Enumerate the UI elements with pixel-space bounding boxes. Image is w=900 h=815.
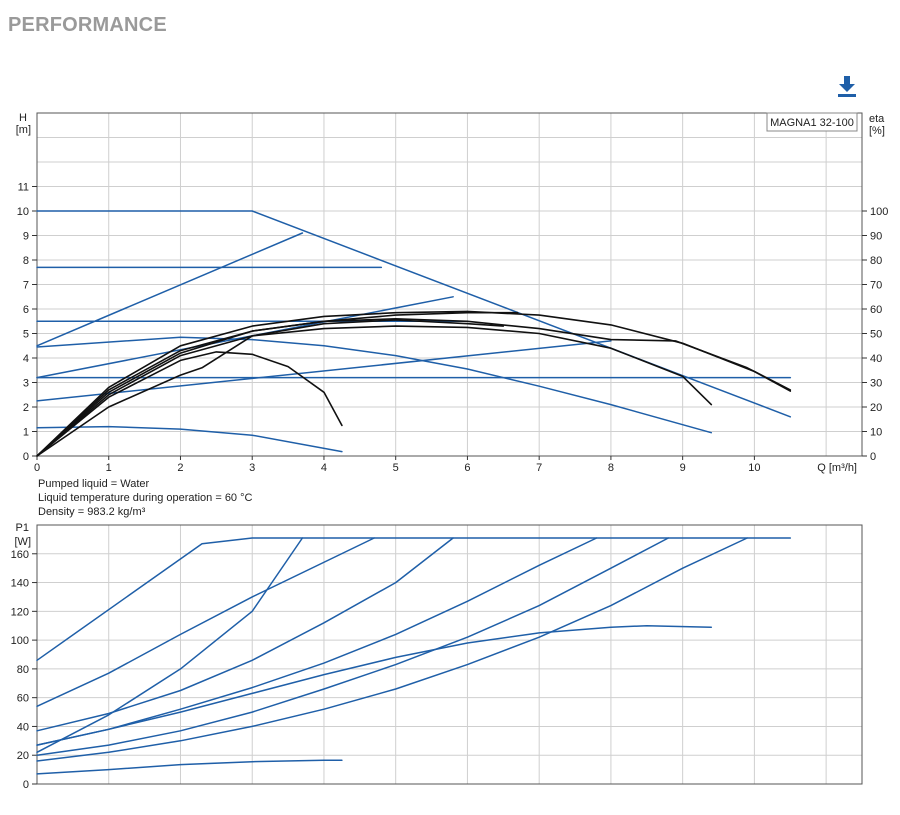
download-icon: [838, 76, 856, 97]
p1-tick-label: 0: [23, 779, 29, 791]
p1-tick-label: 120: [11, 606, 29, 618]
power-curve-line: [36, 624, 713, 746]
curve-line: [36, 319, 505, 457]
p1-axis-unit: [W]: [15, 536, 32, 548]
curve-line: [36, 340, 612, 402]
power-chart-grid: [36, 524, 862, 785]
y-left-tick-label: 3: [23, 378, 29, 390]
power-curve-line: [36, 759, 343, 775]
x-tick-label: 2: [177, 462, 183, 474]
y-right-tick-label: 50: [870, 329, 882, 341]
head-chart-grid: [36, 112, 862, 457]
liquid-info: Pumped liquid = Water Liquid temperature…: [38, 477, 252, 519]
p1-axis-label: P1: [16, 522, 29, 534]
curve-line: [36, 232, 304, 347]
power-curve-line: [36, 537, 792, 662]
download-button[interactable]: [836, 74, 858, 100]
curve-line: [36, 351, 343, 457]
x-tick-label: 7: [536, 462, 542, 474]
x-tick-label: 1: [106, 462, 112, 474]
p1-tick-label: 100: [11, 635, 29, 647]
p1-tick-label: 80: [17, 664, 29, 676]
y-left-tick-label: 2: [23, 402, 29, 414]
pumped-liquid-text: Pumped liquid = Water: [38, 478, 150, 490]
y-left-tick-label: 9: [23, 231, 29, 243]
x-tick-label: 9: [680, 462, 686, 474]
y-left-tick-label: 11: [18, 182, 29, 194]
p1-tick-label: 160: [11, 549, 29, 561]
y-right-tick-label: 90: [870, 231, 882, 243]
y-right-tick-label: 80: [870, 255, 882, 267]
y-right-tick-label: 10: [870, 427, 882, 439]
power-plot-frame: [36, 524, 863, 785]
power-curve-line: [36, 537, 454, 732]
power-curve-line: [36, 537, 598, 746]
y-right-tick-label: 40: [870, 353, 882, 365]
head-efficiency-chart: 0 1 2 3 4 5 6 7 8 9 100123456789101101020304050607…: [16, 112, 889, 474]
power-curve-line: [36, 537, 375, 708]
model-label-box: [766, 112, 858, 132]
power-curve-line: [36, 537, 748, 762]
y-right-tick-label: 100: [870, 206, 888, 218]
x-tick-label: 6: [464, 462, 470, 474]
x-axis-label: Q [m³/h]: [817, 462, 857, 474]
x-tick-label: 8: [608, 462, 614, 474]
y-right-tick-label: 60: [870, 304, 882, 316]
x-tick-label: 0: [34, 462, 40, 474]
x-tick-label: 10: [748, 462, 760, 474]
y-left-tick-label: 10: [17, 206, 29, 218]
y-right-tick-label: 30: [870, 378, 882, 390]
y-left-tick-label: 7: [23, 280, 29, 292]
p1-tick-label: 140: [11, 578, 29, 590]
x-tick-label: 5: [393, 462, 399, 474]
y-right-tick-label: 20: [870, 402, 882, 414]
power-curve-line: [36, 537, 304, 754]
y-left-axis-unit: [m]: [16, 124, 31, 136]
curve-line: [36, 325, 713, 457]
model-label: MAGNA1 32-100: [770, 117, 854, 129]
curve-line: [36, 425, 343, 453]
p1-tick-label: 40: [17, 721, 29, 733]
curve-line: [36, 336, 713, 434]
y-left-tick-label: 5: [23, 329, 29, 341]
density-text: Density = 983.2 kg/m³: [38, 506, 146, 518]
y-right-tick-label: 0: [870, 451, 876, 463]
liquid-temperature-text: Liquid temperature during operation = 60…: [38, 492, 253, 504]
y-left-tick-label: 6: [23, 304, 29, 316]
x-tick-label: 4: [321, 462, 327, 474]
y-left-axis-label: H: [19, 112, 27, 124]
power-curve-line: [36, 537, 670, 756]
y-left-tick-label: 8: [23, 255, 29, 267]
p1-tick-label: 20: [17, 750, 29, 762]
x-tick-label: 3: [249, 462, 255, 474]
page-title: PERFORMANCE: [8, 14, 167, 36]
y-right-axis-unit: [%]: [869, 125, 885, 137]
y-left-tick-label: 1: [23, 427, 29, 439]
p1-tick-label: 60: [17, 693, 29, 705]
y-left-tick-label: 4: [23, 353, 29, 365]
y-right-axis-label: eta: [869, 113, 885, 125]
y-right-tick-label: 70: [870, 280, 882, 292]
curve-line: [36, 318, 792, 457]
y-left-tick-label: 0: [23, 451, 29, 463]
